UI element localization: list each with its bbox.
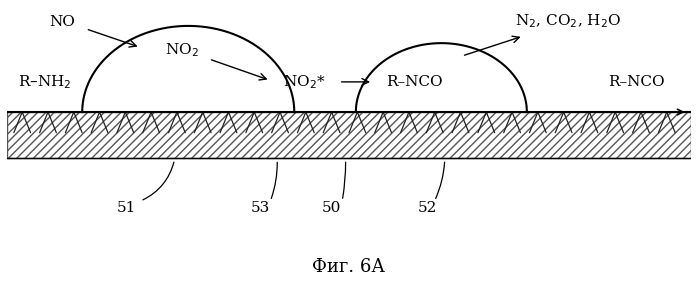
Text: Фиг. 6А: Фиг. 6А <box>313 258 385 276</box>
Polygon shape <box>82 26 295 112</box>
Polygon shape <box>356 43 527 112</box>
Text: N$_2$, CO$_2$, H$_2$O: N$_2$, CO$_2$, H$_2$O <box>515 13 621 30</box>
Text: NO$_2$*: NO$_2$* <box>283 73 326 91</box>
Text: 51: 51 <box>117 201 136 215</box>
Text: 52: 52 <box>418 201 438 215</box>
Bar <box>7 112 691 158</box>
Text: NO$_2$: NO$_2$ <box>165 41 198 59</box>
Text: 50: 50 <box>322 201 341 215</box>
Text: R–NCO: R–NCO <box>386 75 443 89</box>
Text: R–NCO: R–NCO <box>608 75 664 89</box>
Text: R–NH$_2$: R–NH$_2$ <box>18 73 71 91</box>
Text: 53: 53 <box>251 201 269 215</box>
Text: NO: NO <box>49 15 75 29</box>
